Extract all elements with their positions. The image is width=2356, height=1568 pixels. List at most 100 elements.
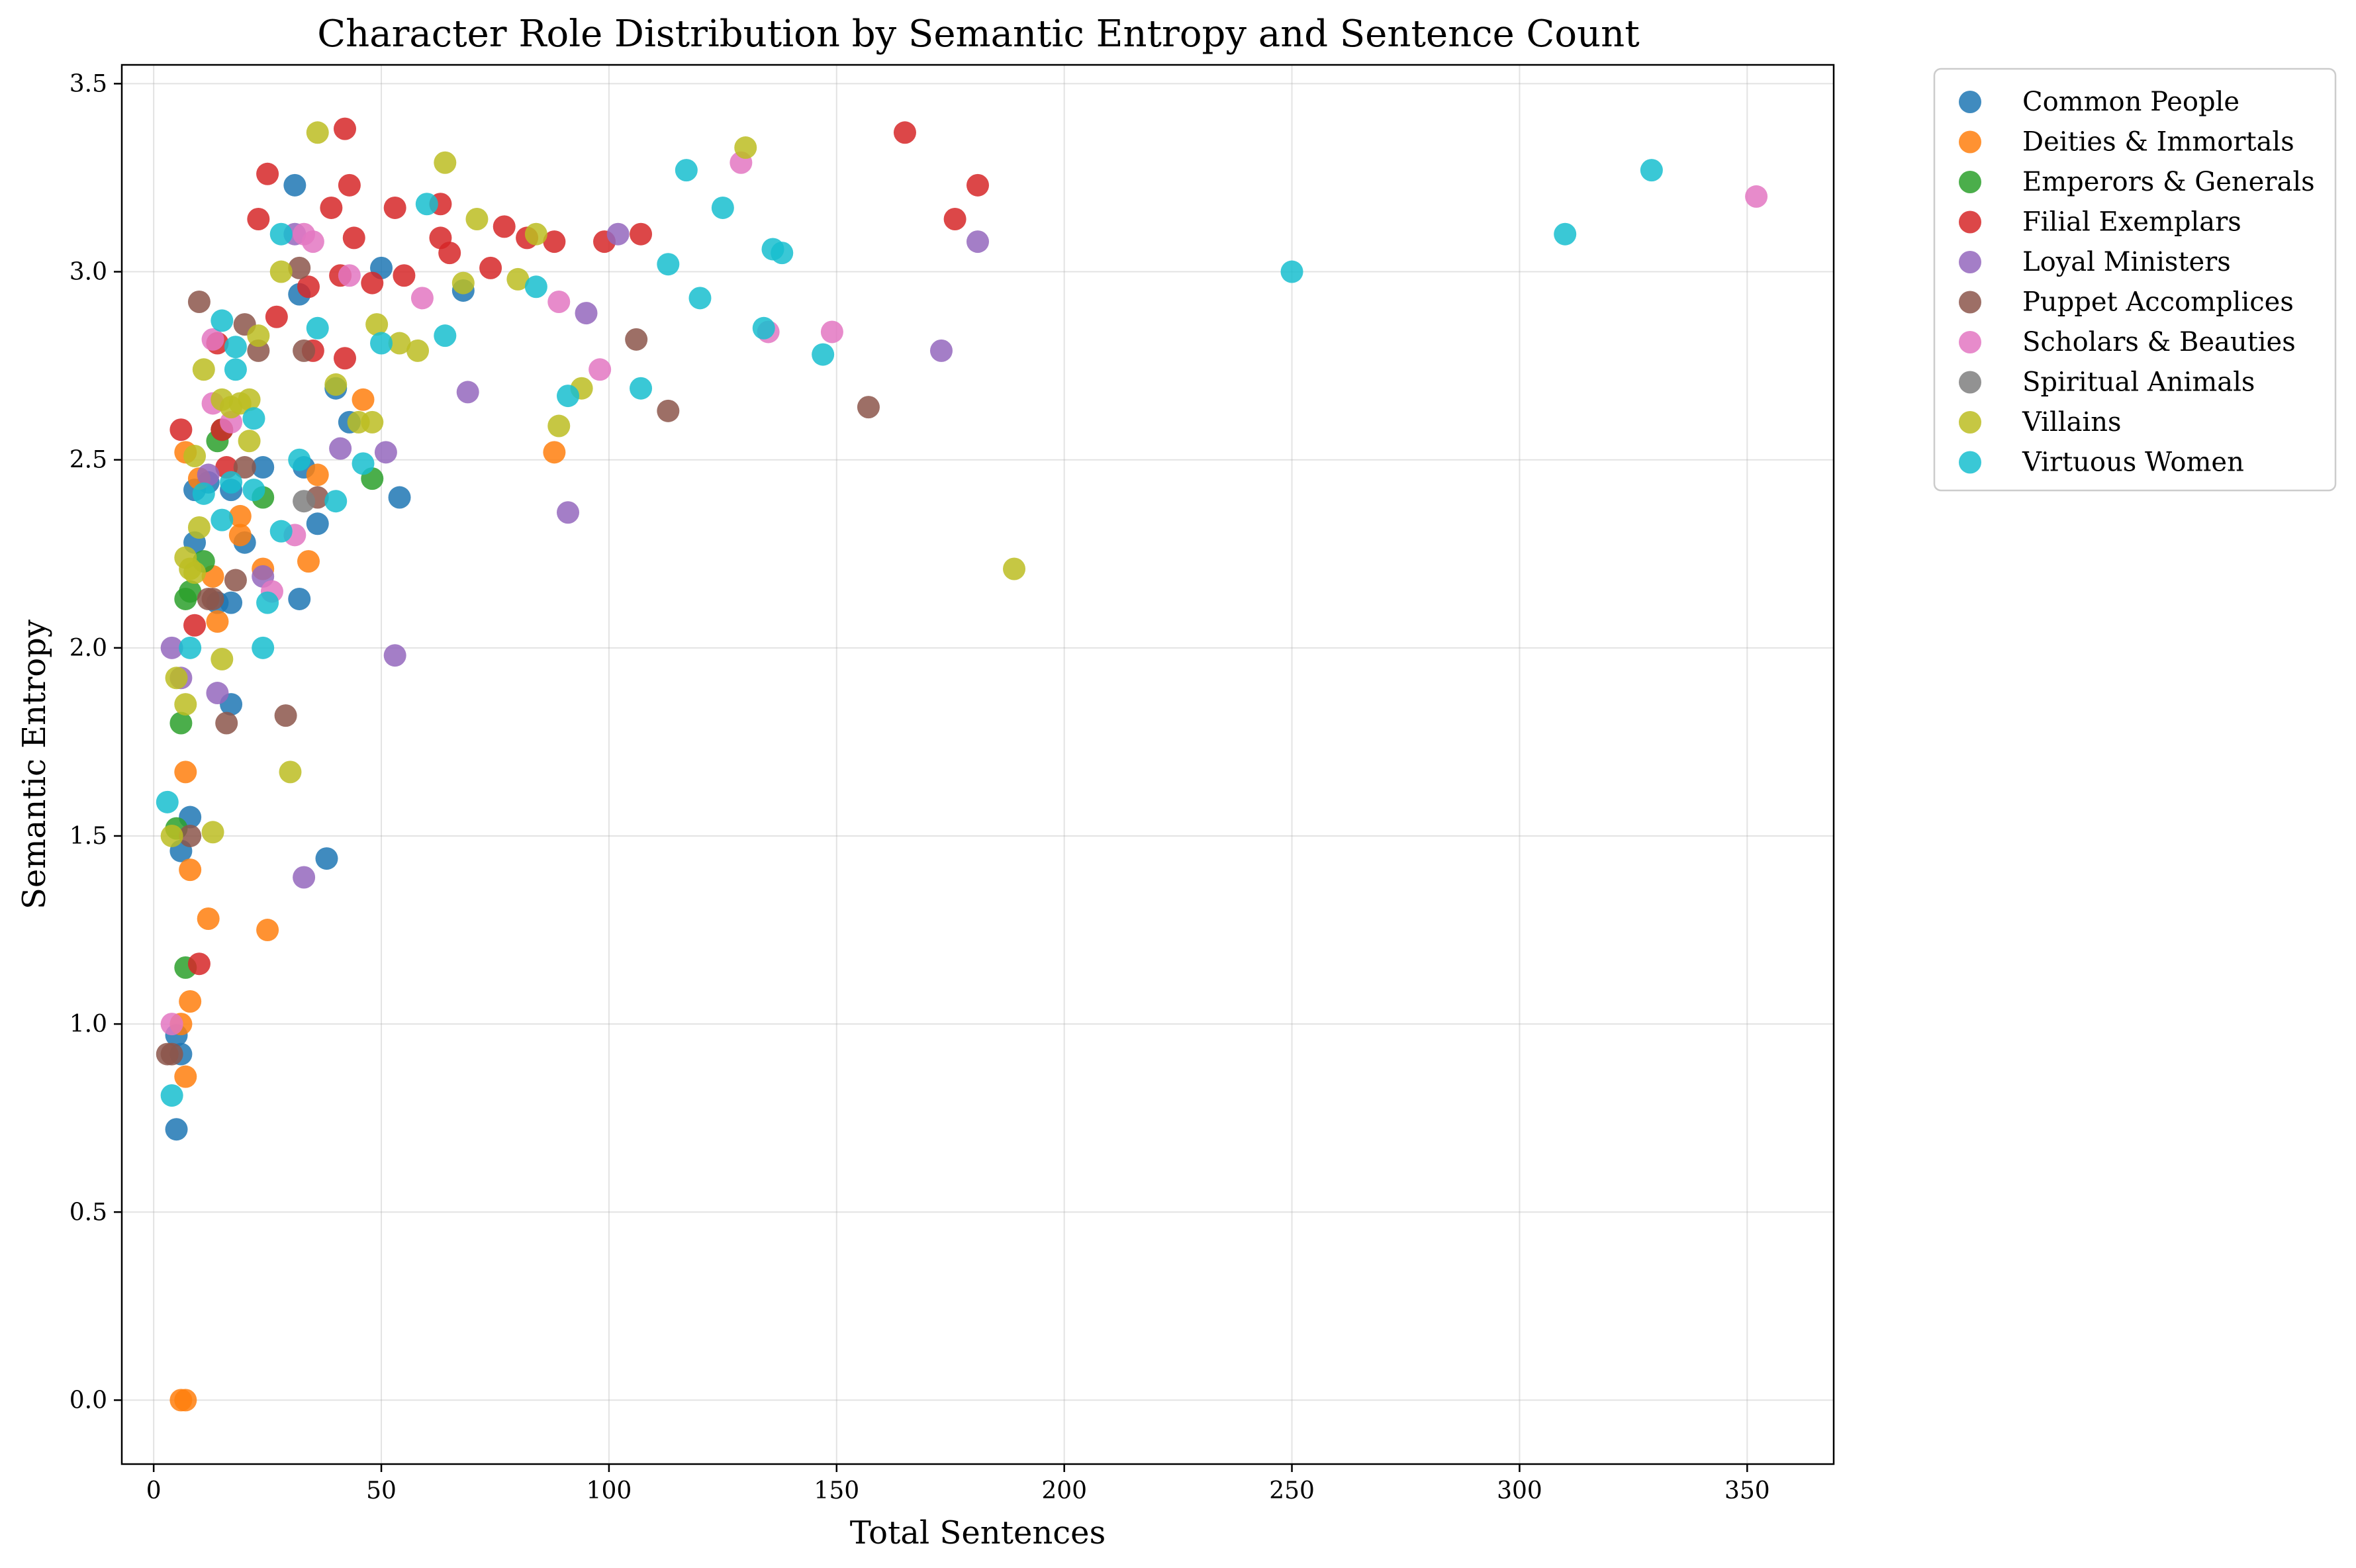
data-point-puppet-accomplices (274, 704, 297, 727)
data-point-filial-exemplars (342, 226, 365, 250)
data-point-puppet-accomplices (224, 569, 247, 592)
data-point-villains (434, 151, 457, 174)
data-point-virtuous-women (220, 471, 243, 494)
data-point-villains (547, 414, 571, 438)
data-point-puppet-accomplices (160, 1042, 183, 1066)
data-point-loyal-ministers (206, 682, 229, 705)
legend-label: Puppet Accomplices (2022, 287, 2294, 318)
data-point-virtuous-women (269, 520, 293, 543)
data-point-villains (238, 388, 261, 411)
x-tick-label: 250 (1269, 1477, 1315, 1504)
data-point-villains (183, 561, 207, 584)
data-point-villains (388, 332, 411, 355)
data-point-villains (406, 339, 430, 362)
data-point-deities-immortals (297, 550, 320, 573)
data-point-filial-exemplars (169, 418, 193, 441)
data-point-villains (465, 207, 489, 230)
data-point-scholars-beauties (338, 264, 361, 287)
data-point-common-people (315, 847, 338, 870)
data-point-villains (238, 430, 261, 453)
data-point-deities-immortals (174, 761, 197, 784)
data-points (156, 117, 1768, 1412)
data-point-virtuous-women (557, 385, 580, 408)
data-point-virtuous-women (675, 159, 698, 182)
data-point-loyal-ministers (197, 463, 220, 486)
data-point-deities-immortals (256, 919, 279, 942)
data-point-scholars-beauties (201, 328, 224, 351)
data-point-deities-immortals (179, 858, 202, 882)
data-point-puppet-accomplices (288, 256, 311, 279)
data-point-scholars-beauties (410, 287, 434, 310)
data-point-filial-exemplars (966, 173, 989, 197)
data-point-virtuous-women (252, 636, 275, 659)
legend-label: Villains (2022, 407, 2122, 438)
y-tick-label: 2.0 (70, 635, 107, 662)
data-point-filial-exemplars (361, 271, 384, 295)
data-point-spiritual-animals (293, 490, 316, 513)
data-point-villains (279, 761, 302, 784)
data-point-filial-exemplars (438, 242, 461, 265)
data-point-deities-immortals (543, 441, 566, 464)
data-point-scholars-beauties (160, 1013, 183, 1036)
data-point-villains (306, 121, 329, 144)
data-point-virtuous-women (306, 316, 329, 340)
data-point-filial-exemplars (393, 264, 416, 287)
y-tick-label: 3.0 (70, 259, 107, 286)
data-point-deities-immortals (306, 463, 329, 486)
data-point-filial-exemplars (320, 196, 343, 219)
data-point-virtuous-women (415, 193, 438, 216)
data-point-filial-exemplars (247, 207, 270, 230)
data-point-virtuous-women (812, 343, 835, 366)
data-point-villains (365, 313, 389, 336)
y-tick-label: 0.5 (70, 1199, 107, 1226)
data-point-loyal-ministers (329, 437, 352, 460)
data-point-filial-exemplars (183, 614, 207, 637)
data-point-virtuous-women (434, 324, 457, 347)
data-point-villains (247, 324, 270, 347)
chart-title: Character Role Distribution by Semantic … (317, 13, 1640, 56)
data-point-puppet-accomplices (857, 396, 880, 419)
legend: Common People Deities & Immortals Emperors… (1933, 68, 2337, 492)
data-point-virtuous-women (752, 316, 775, 340)
data-point-villains (451, 271, 475, 295)
data-point-virtuous-women (688, 287, 712, 310)
data-point-puppet-accomplices (187, 291, 211, 314)
legend-label: Filial Exemplars (2022, 207, 2241, 238)
data-point-puppet-accomplices (293, 339, 316, 362)
legend-label: Virtuous Women (2022, 447, 2244, 478)
data-point-virtuous-women (242, 407, 265, 430)
data-point-loyal-ministers (557, 501, 580, 524)
data-point-common-people (165, 1118, 188, 1141)
y-tick-label: 1.0 (70, 1011, 107, 1038)
data-point-deities-immortals (228, 504, 252, 528)
y-tick-label: 3.5 (70, 70, 107, 97)
data-point-virtuous-women (630, 377, 653, 400)
data-point-loyal-ministers (606, 222, 630, 246)
data-point-filial-exemplars (334, 347, 357, 370)
legend-marker (1959, 251, 1981, 273)
y-tick-label: 0.0 (70, 1387, 107, 1414)
data-point-virtuous-women (224, 336, 247, 359)
data-point-scholars-beauties (301, 230, 324, 254)
data-point-scholars-beauties (547, 291, 571, 314)
data-point-virtuous-women (288, 448, 311, 471)
data-point-villains (269, 260, 293, 283)
data-point-virtuous-women (179, 636, 202, 659)
data-point-virtuous-women (256, 591, 279, 614)
data-point-virtuous-women (211, 309, 234, 332)
data-point-filial-exemplars (265, 305, 288, 328)
legend-marker (1959, 371, 1981, 394)
data-point-virtuous-women (211, 508, 234, 531)
legend-label: Loyal Ministers (2022, 247, 2231, 277)
data-point-villains (324, 373, 348, 396)
data-point-filial-exemplars (297, 275, 320, 299)
legend-marker (1959, 210, 1981, 234)
data-point-virtuous-women (160, 1084, 183, 1107)
data-point-villains (201, 821, 224, 844)
data-point-virtuous-women (156, 790, 179, 813)
data-point-virtuous-women (771, 242, 794, 265)
data-point-filial-exemplars (893, 121, 916, 144)
legend-marker (1959, 411, 1981, 434)
x-tick-label: 50 (366, 1477, 397, 1504)
x-tick-label: 200 (1041, 1477, 1087, 1504)
